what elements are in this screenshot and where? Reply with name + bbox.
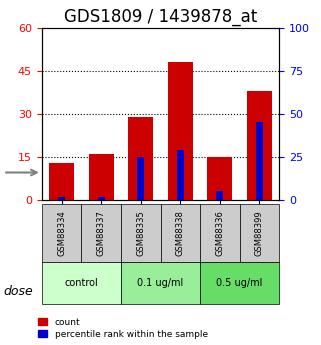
Bar [89,154,114,200]
FancyBboxPatch shape [200,204,240,262]
FancyBboxPatch shape [240,204,279,262]
Title: GDS1809 / 1439878_at: GDS1809 / 1439878_at [64,8,257,26]
FancyBboxPatch shape [121,204,160,262]
FancyBboxPatch shape [160,204,200,262]
Text: GSM88335: GSM88335 [136,210,145,256]
Bar [58,197,65,200]
Bar [207,157,232,200]
Bar [216,191,223,200]
FancyBboxPatch shape [121,262,200,304]
Text: dose: dose [3,285,33,298]
FancyBboxPatch shape [81,204,121,262]
Text: control: control [65,278,98,288]
Bar [177,150,184,200]
Bar [98,197,105,200]
Text: GSM88334: GSM88334 [57,210,66,256]
Text: GSM88338: GSM88338 [176,210,185,256]
Bar [128,117,153,200]
FancyBboxPatch shape [42,204,81,262]
FancyBboxPatch shape [42,262,121,304]
Bar [137,157,144,200]
Text: GSM88399: GSM88399 [255,210,264,256]
Text: GSM88337: GSM88337 [97,210,106,256]
Bar [247,91,272,200]
FancyBboxPatch shape [200,262,279,304]
Bar [168,62,193,200]
Text: GSM88336: GSM88336 [215,210,224,256]
Bar [256,122,263,200]
Text: 0.1 ug/ml: 0.1 ug/ml [137,278,184,288]
Bar [49,163,74,200]
Legend: count, percentile rank within the sample: count, percentile rank within the sample [37,316,210,341]
Text: 0.5 ug/ml: 0.5 ug/ml [216,278,263,288]
